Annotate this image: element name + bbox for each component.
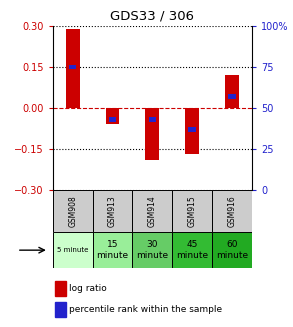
Bar [172,232,212,268]
Bar [225,75,239,108]
Bar [55,302,66,317]
Bar [93,190,132,232]
Text: 60
minute: 60 minute [216,240,248,260]
Bar [212,232,252,268]
Text: 45
minute: 45 minute [176,240,208,260]
Bar [109,117,116,122]
Text: GSM908: GSM908 [68,195,77,227]
Bar [105,108,120,124]
Bar [188,127,196,131]
Text: GSM914: GSM914 [148,195,157,227]
Text: percentile rank within the sample: percentile rank within the sample [69,305,222,314]
Bar [145,108,159,160]
Bar [132,232,172,268]
Bar [93,232,132,268]
Text: GSM913: GSM913 [108,195,117,227]
Text: GSM915: GSM915 [188,195,197,227]
Text: 15
minute: 15 minute [96,240,129,260]
Bar [132,190,172,232]
Bar [212,190,252,232]
Bar [149,117,156,122]
Bar [228,94,236,99]
Bar [53,190,93,232]
Bar [53,232,93,268]
Text: GSM916: GSM916 [228,195,236,227]
Bar [69,65,76,70]
Text: 5 minute: 5 minute [57,247,88,253]
Bar [172,190,212,232]
Text: 30
minute: 30 minute [136,240,168,260]
Bar [66,29,80,108]
Text: log ratio: log ratio [69,284,107,293]
Title: GDS33 / 306: GDS33 / 306 [110,9,194,22]
Bar [55,281,66,296]
Bar [185,108,199,154]
